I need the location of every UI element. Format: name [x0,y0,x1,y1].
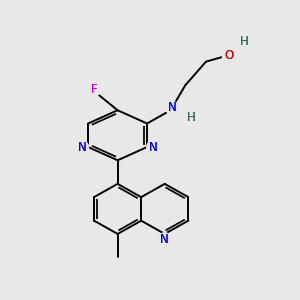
Text: O: O [224,49,233,62]
Circle shape [185,111,198,124]
Circle shape [147,141,160,154]
Circle shape [76,141,88,154]
Circle shape [158,233,171,246]
Text: N: N [149,141,158,154]
Text: O: O [224,49,233,62]
Text: N: N [168,101,176,114]
Circle shape [238,34,251,47]
Text: H: H [187,111,196,124]
Text: F: F [91,83,98,96]
Text: N: N [160,233,169,246]
Circle shape [222,49,236,62]
Circle shape [166,101,178,114]
Text: N: N [78,141,86,154]
Text: H: H [240,34,249,48]
Circle shape [88,83,100,96]
Text: H: H [240,34,249,48]
Text: H: H [187,111,196,124]
Text: F: F [91,83,98,96]
Text: N: N [149,141,158,154]
Text: N: N [160,233,169,246]
Text: N: N [78,141,86,154]
Text: N: N [168,101,176,114]
